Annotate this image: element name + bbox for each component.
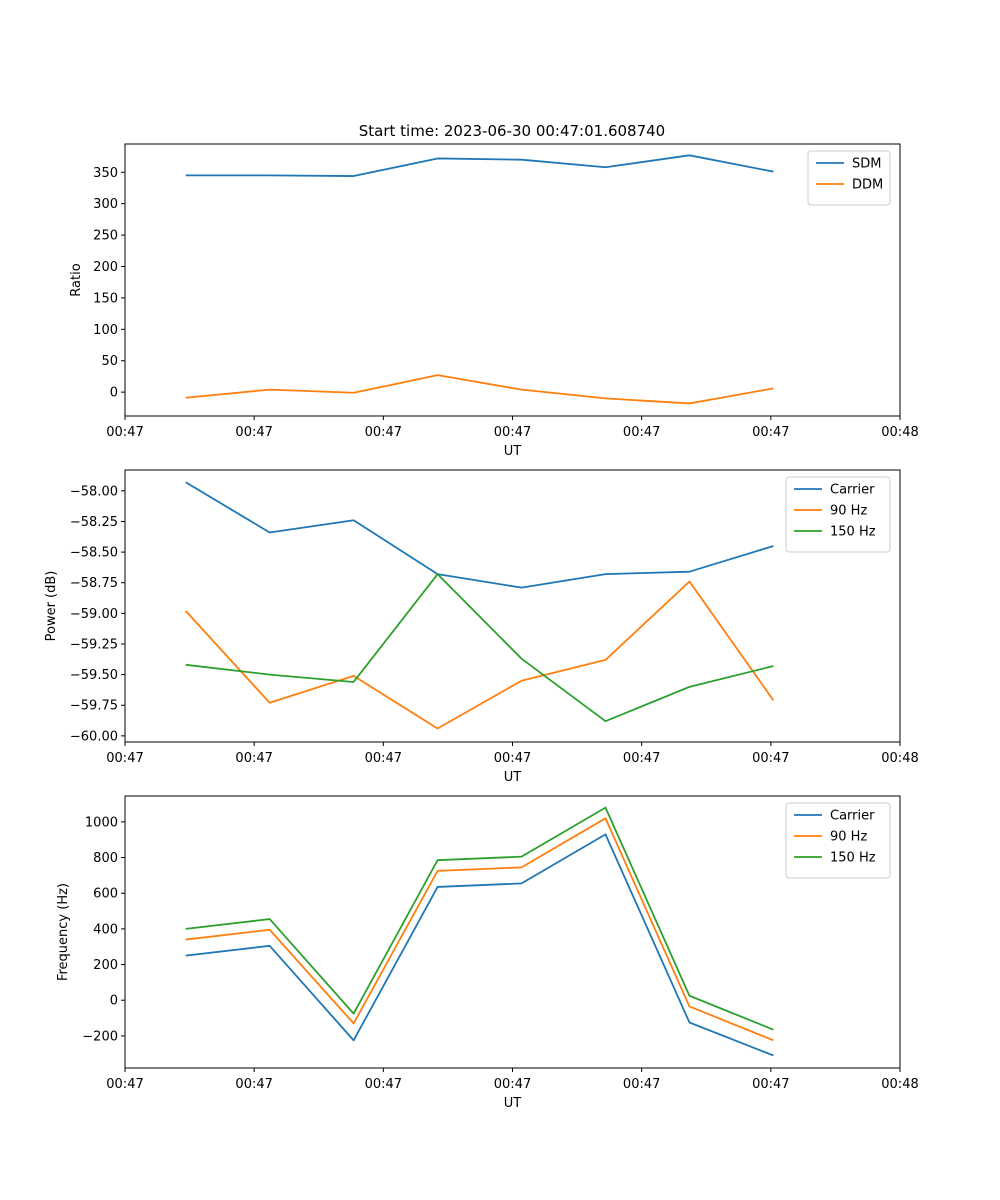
ratio-x-tick-label: 00:47 (365, 425, 402, 440)
power-legend-label: 90 Hz (830, 504, 867, 519)
frequency-y-tick-label: 0 (110, 994, 118, 1009)
frequency-y-tick-label: 200 (93, 958, 118, 973)
power-y-tick-label: −59.00 (70, 607, 118, 622)
ratio-y-tick-label: 150 (93, 291, 118, 306)
frequency-x-tick-label: 00:47 (752, 1077, 789, 1092)
power-y-tick-label: −58.75 (70, 576, 118, 591)
ratio-x-tick-label: 00:47 (235, 425, 272, 440)
ratio-series-line-ddm (185, 374, 774, 405)
ratio-y-tick-label: 350 (93, 166, 118, 181)
frequency-panel: 00:47 00:47 00:47 00:47 00:47 00:47 00:48 −200 0… (56, 795, 919, 1111)
ratio-y-tick-label: 0 (110, 386, 118, 401)
power-y-tick-label: −58.00 (70, 484, 118, 499)
power-y-tick-label: −59.75 (70, 699, 118, 714)
power-x-tick-label: 00:47 (623, 751, 660, 766)
frequency-y-axis-label: Frequency (Hz) (56, 883, 71, 981)
power-legend-label: 150 Hz (830, 525, 876, 540)
frequency-legend: Carrier 90 Hz 150 Hz (785, 802, 891, 879)
frequency-x-tick-label: 00:47 (106, 1077, 143, 1092)
frequency-series-line-150-hz (185, 806, 774, 1031)
ratio-x-tick-label: 00:48 (881, 425, 918, 440)
ratio-legend-box (807, 150, 891, 206)
power-panel: 00:47 00:47 00:47 00:47 00:47 00:47 00:48 −60.0… (44, 469, 919, 785)
ratio-x-axis-label: UT (504, 444, 522, 459)
frequency-y-tick-label: −200 (82, 1029, 118, 1044)
power-legend: Carrier 90 Hz 150 Hz (785, 476, 891, 553)
ratio-legend-label: SDM (852, 157, 881, 172)
power-y-tick-label: −58.50 (70, 546, 118, 561)
power-y-tick-label: −59.25 (70, 637, 118, 652)
frequency-x-tick-label: 00:47 (494, 1077, 531, 1092)
ratio-x-tick-label: 00:47 (752, 425, 789, 440)
ratio-y-tick-label: 200 (93, 260, 118, 275)
frequency-x-tick-label: 00:47 (623, 1077, 660, 1092)
frequency-x-tick-label: 00:48 (881, 1077, 918, 1092)
figure-title: Start time: 2023-06-30 00:47:01.608740 (359, 122, 665, 140)
frequency-x-tick-label: 00:47 (235, 1077, 272, 1092)
ratio-series-line-sdm (185, 154, 774, 177)
ratio-x-tick-label: 00:47 (494, 425, 531, 440)
frequency-legend-label: 90 Hz (830, 830, 867, 845)
power-y-axis-label: Power (dB) (44, 571, 59, 642)
frequency-y-tick-label: 1000 (85, 815, 118, 830)
ratio-x-tick-label: 00:47 (623, 425, 660, 440)
power-series-line-150-hz (185, 573, 774, 723)
frequency-y-tick-label: 400 (93, 922, 118, 937)
power-x-tick-label: 00:47 (235, 751, 272, 766)
power-y-tick-label: −58.25 (70, 515, 118, 530)
frequency-series-line-90-hz (185, 817, 774, 1042)
frequency-legend-label: Carrier (830, 809, 875, 824)
power-x-tick-label: 00:47 (106, 751, 143, 766)
ratio-legend: SDM DDM (807, 150, 891, 206)
power-x-tick-label: 00:47 (494, 751, 531, 766)
power-x-axis-label: UT (504, 770, 522, 785)
power-x-tick-label: 00:47 (752, 751, 789, 766)
ratio-y-axis-label: Ratio (69, 263, 84, 296)
power-x-tick-label: 00:47 (365, 751, 402, 766)
ratio-x-tick-label: 00:47 (106, 425, 143, 440)
frequency-x-tick-label: 00:47 (365, 1077, 402, 1092)
power-series-line-90-hz (185, 580, 775, 730)
frequency-series-line-carrier (185, 833, 774, 1057)
frequency-legend-box (785, 802, 891, 879)
power-legend-label: Carrier (830, 483, 875, 498)
power-y-tick-label: −60.00 (70, 729, 118, 744)
power-y-tick-label: −59.50 (70, 668, 118, 683)
ratio-legend-label: DDM (852, 178, 883, 193)
ratio-y-tick-label: 50 (101, 354, 118, 369)
power-legend-box (785, 476, 891, 553)
ratio-y-tick-label: 300 (93, 197, 118, 212)
frequency-x-axis-label: UT (504, 1096, 522, 1111)
ratio-y-tick-label: 100 (93, 323, 118, 338)
frequency-y-tick-label: 800 (93, 851, 118, 866)
power-x-tick-label: 00:48 (881, 751, 918, 766)
frequency-y-tick-label: 600 (93, 887, 118, 902)
frequency-legend-label: 150 Hz (830, 851, 876, 866)
ratio-panel: 00:47 00:47 00:47 00:47 00:47 00:47 00:48 0 50 10… (69, 143, 919, 459)
ratio-y-tick-label: 250 (93, 229, 118, 244)
power-series-line-carrier (185, 481, 774, 589)
